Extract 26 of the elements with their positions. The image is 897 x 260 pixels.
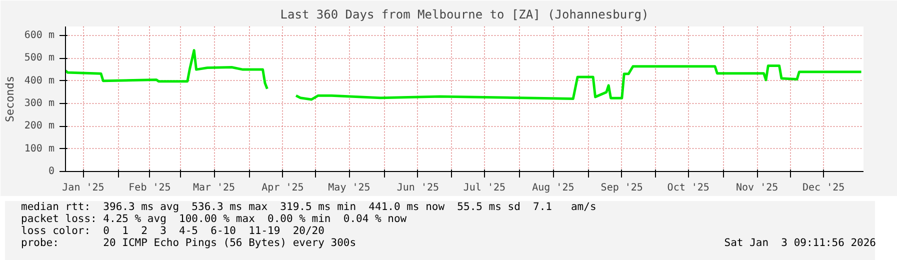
x-tick-label: Jun '25 bbox=[396, 182, 440, 194]
y-tick-label: 200 m bbox=[24, 120, 55, 132]
y-tick-label: 400 m bbox=[24, 75, 55, 86]
x-tick-label: Mar '25 bbox=[192, 182, 236, 194]
x-tick-label: Apr '25 bbox=[262, 182, 304, 194]
text: loss color: 0 1 2 3 4-5 6-10 11-19 20/20 bbox=[21, 225, 326, 237]
x-tick-label: Oct '25 bbox=[667, 182, 710, 194]
y-tick-label: 500 m bbox=[24, 52, 55, 64]
text: probe: 20 ICMP Echo Pings (56 Bytes) every 300s bbox=[21, 237, 356, 249]
y-tick-label: 0 bbox=[48, 166, 55, 177]
y-tick-label: 100 m bbox=[24, 143, 55, 154]
x-tick-label: Dec '25 bbox=[802, 182, 845, 194]
chart-title: Last 360 Days from Melbourne to [ZA] (Johannesburg) bbox=[280, 8, 649, 22]
x-tick-label: Sep '25 bbox=[600, 182, 643, 194]
text: Sat Jan 3 09:11:56 2026 bbox=[724, 237, 876, 249]
x-tick-label: Feb '25 bbox=[128, 182, 171, 194]
y-tick-label: 300 m bbox=[24, 98, 55, 110]
x-tick-label: Nov '25 bbox=[736, 182, 778, 194]
x-tick-label: Jul '25 bbox=[463, 182, 506, 194]
y-tick-label: 600 m bbox=[24, 30, 55, 42]
x-tick-label: Jan '25 bbox=[62, 182, 104, 194]
x-tick-label: May '25 bbox=[328, 182, 370, 194]
x-tick-label: Aug '25 bbox=[532, 182, 574, 194]
y-axis-title: Seconds bbox=[3, 76, 16, 122]
text: median rtt: 396.3 ms avg 536.3 ms max 319.5 ms min 441.0 ms now 55.5 ms sd 7.1 am/s bbox=[21, 201, 598, 213]
text: packet loss: 4.25 % avg 100.00 % max 0.00 % min 0.04 % now bbox=[21, 213, 408, 225]
